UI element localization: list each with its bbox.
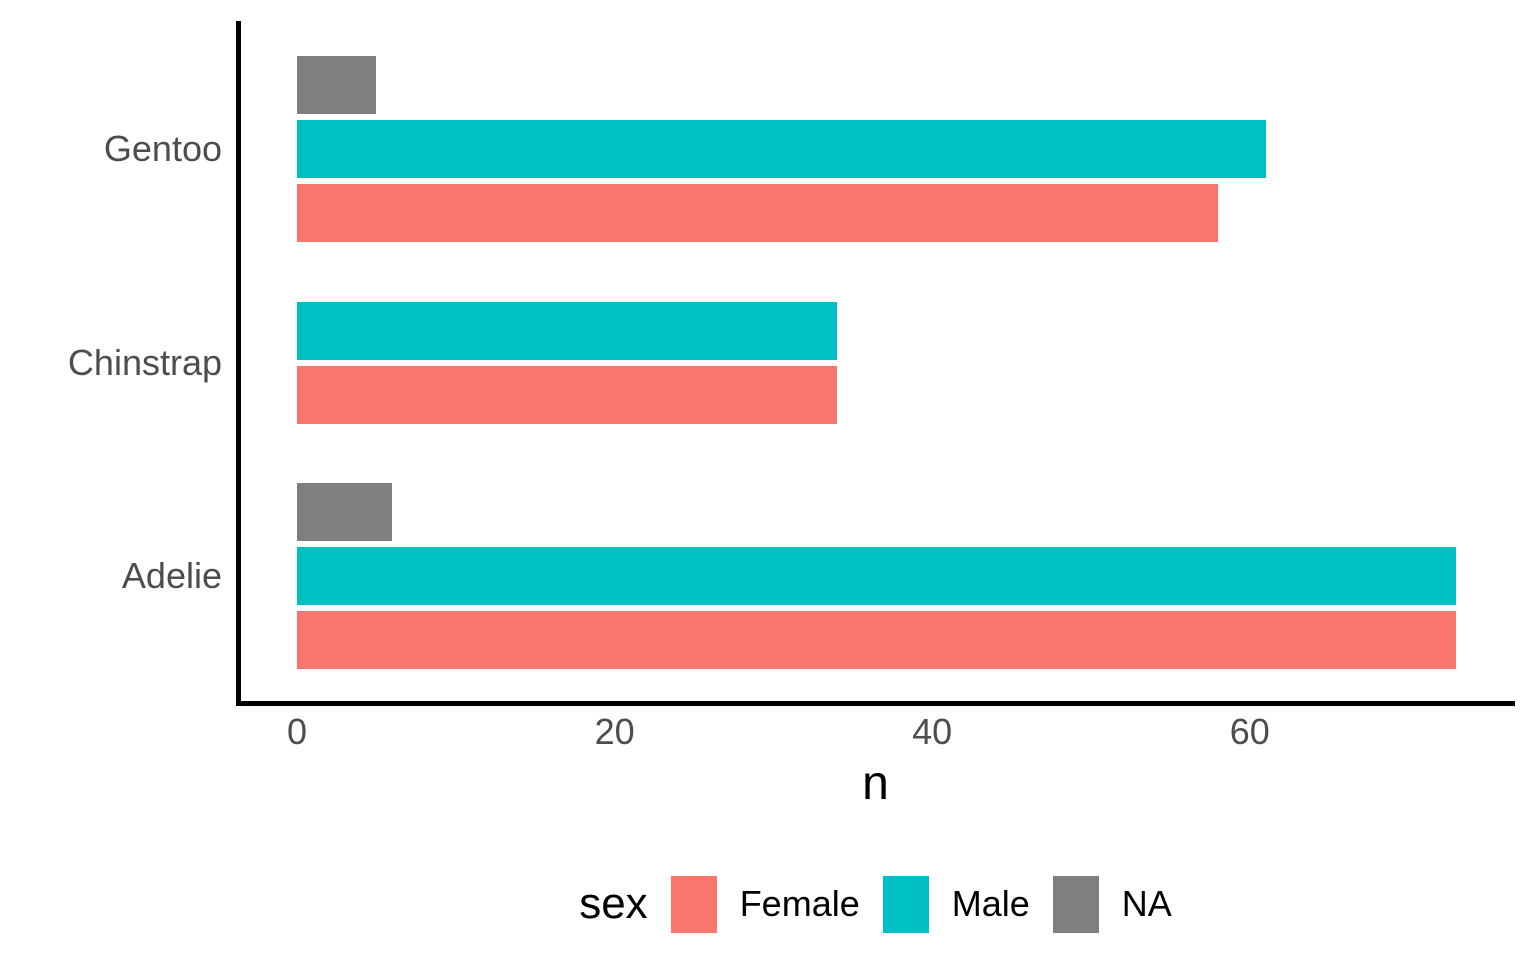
- x-axis-title: n: [862, 757, 889, 810]
- bar-gentoo-na: [297, 56, 377, 114]
- legend-swatch-female: [670, 875, 717, 933]
- x-tick-label-40: 40: [912, 711, 953, 752]
- x-tick-label-0: 0: [286, 711, 308, 752]
- legend-label-na: NA: [1121, 883, 1172, 924]
- y-category-label-gentoo: Gentoo: [103, 128, 222, 169]
- legend-swatch-male: [882, 875, 929, 933]
- legend-swatch-na: [1052, 875, 1099, 933]
- x-tick-label-60: 60: [1229, 711, 1270, 752]
- legend-label-male: Male: [951, 883, 1030, 924]
- bar-chinstrap-male: [297, 302, 837, 360]
- legend-label-female: Female: [739, 883, 860, 924]
- bar-gentoo-female: [297, 184, 1219, 242]
- y-axis-line: [236, 21, 241, 706]
- bar-adelie-na: [297, 483, 393, 541]
- bar-adelie-male: [297, 547, 1457, 605]
- bar-adelie-female: [297, 611, 1457, 669]
- legend: sex Female Male NA: [236, 868, 1515, 940]
- bar-chinstrap-female: [297, 366, 837, 424]
- x-tick-label-20: 20: [594, 711, 635, 752]
- y-category-label-chinstrap: Chinstrap: [67, 342, 222, 383]
- x-axis-line: [236, 701, 1515, 706]
- y-category-label-adelie: Adelie: [121, 555, 222, 596]
- legend-title: sex: [579, 879, 648, 928]
- bar-gentoo-male: [297, 120, 1266, 178]
